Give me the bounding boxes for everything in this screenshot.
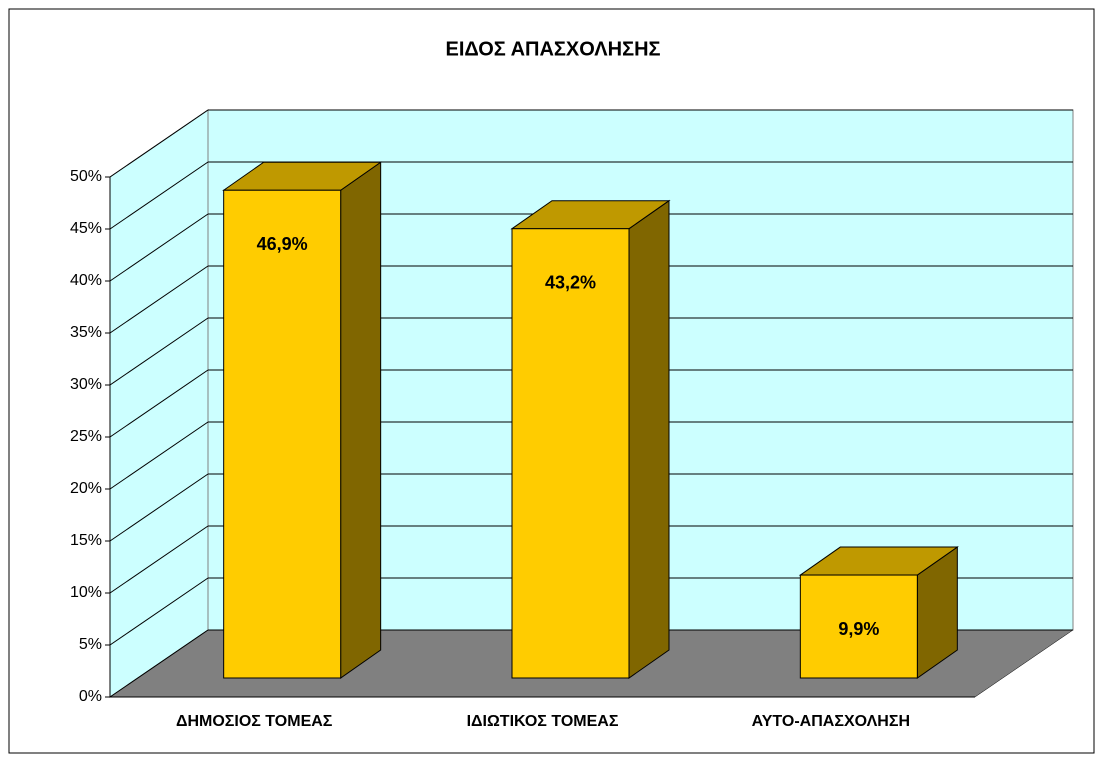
x-tick-label: ΙΔΙΩΤΙΚΟΣ ΤΟΜΕΑΣ: [467, 713, 619, 730]
y-tick-label: 40%: [70, 272, 102, 289]
y-tick-label: 5%: [79, 636, 102, 653]
grid-line: [109, 473, 209, 542]
y-tick-label: 50%: [70, 168, 102, 185]
grid-line: [109, 525, 209, 594]
y-tick-label: 0%: [79, 688, 102, 705]
data-label: 9,9%: [838, 619, 879, 639]
x-tick-label: ΔΗΜΟΣΙΟΣ ΤΟΜΕΑΣ: [176, 713, 333, 730]
grid-line: [109, 577, 209, 646]
grid-line: [109, 421, 209, 490]
data-label: 43,2%: [545, 272, 596, 292]
y-tick-label: 25%: [70, 428, 102, 445]
grid-line: [109, 161, 209, 230]
y-tick-label: 30%: [70, 376, 102, 393]
y-tick-label: 45%: [70, 220, 102, 237]
data-label: 46,9%: [257, 234, 308, 254]
bar: [223, 189, 342, 679]
y-tick-label: 15%: [70, 532, 102, 549]
y-tick-label: 10%: [70, 584, 102, 601]
x-tick-label: ΑΥΤΟ-ΑΠΑΣΧΟΛΗΣΗ: [752, 713, 910, 730]
bar-side: [628, 199, 670, 679]
grid-line: [109, 369, 209, 438]
grid-line: [109, 109, 209, 178]
grid-line: [109, 265, 209, 334]
grid-line: [109, 629, 209, 698]
bar: [511, 228, 630, 679]
bar: [799, 574, 918, 679]
y-tick-label: 35%: [70, 324, 102, 341]
bar-side: [340, 161, 382, 679]
y-tick-label: 20%: [70, 480, 102, 497]
chart-title: ΕΙΔΟΣ ΑΠΑΣΧΟΛΗΣΗΣ: [445, 38, 660, 60]
grid-line: [109, 317, 209, 386]
grid-line: [109, 213, 209, 282]
